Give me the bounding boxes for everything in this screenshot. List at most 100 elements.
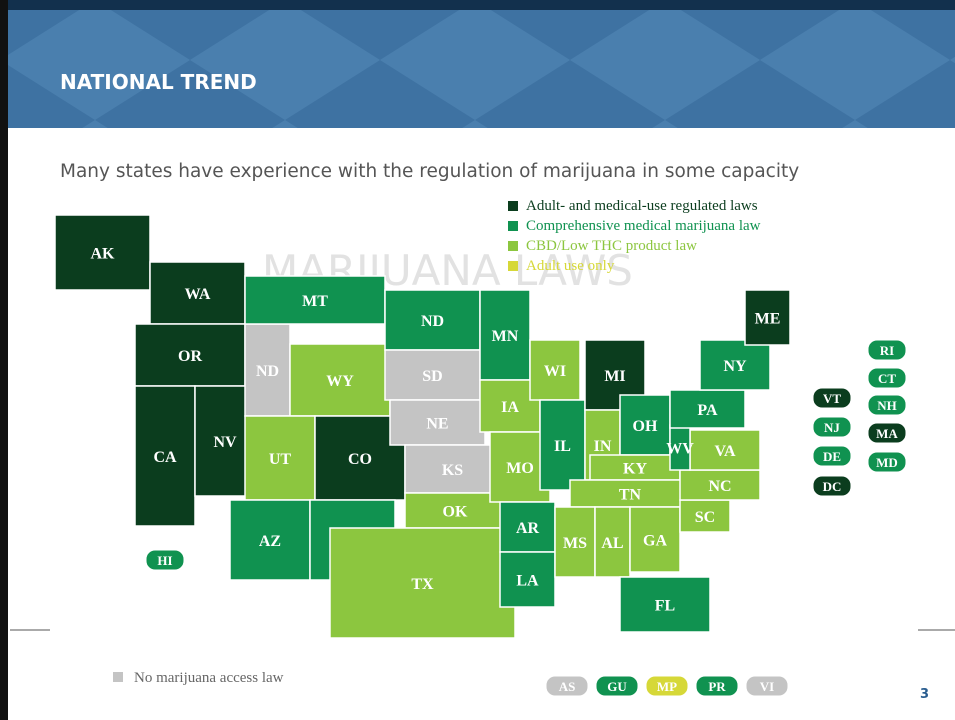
header-title: NATIONAL TREND [60, 70, 257, 94]
legend-swatch [508, 221, 518, 231]
state-label: NY [723, 358, 747, 375]
state [229, 499, 311, 581]
left-edge [0, 0, 8, 720]
state-label: LA [516, 573, 539, 590]
territory-pill-label: AS [559, 679, 576, 694]
top-band [0, 0, 955, 10]
state-label: AZ [259, 533, 281, 550]
legend-label: CBD/Low THC product law [526, 238, 697, 254]
state-label: WA [185, 286, 211, 303]
state [629, 506, 681, 573]
state-label: OR [178, 348, 202, 365]
state [479, 289, 531, 381]
state-label: ME [755, 311, 781, 328]
state-label: NV [213, 434, 237, 451]
state-label: IL [554, 438, 571, 455]
state-label: FL [655, 598, 675, 615]
header-band [8, 10, 955, 128]
state [569, 479, 691, 508]
state-label: AR [516, 520, 540, 537]
state [134, 323, 246, 387]
state-label: KY [623, 461, 647, 478]
state-label: ND [256, 363, 279, 380]
state-pill [812, 416, 852, 438]
legend-swatch [508, 201, 518, 211]
state-label: MT [302, 293, 328, 310]
state-label: MN [492, 328, 519, 345]
state [744, 289, 791, 346]
state-label: WI [544, 363, 566, 380]
no-access-label: No marijuana access law [134, 670, 284, 686]
state-pill [145, 549, 185, 571]
state-label: OH [633, 418, 658, 435]
state [54, 214, 151, 291]
page-number: 3 [920, 687, 929, 702]
state-label: UT [269, 451, 292, 468]
state-pill [867, 394, 907, 416]
state-label: TX [411, 576, 434, 593]
state-pill-label: VT [823, 391, 841, 406]
legend-label: Adult use only [526, 258, 615, 274]
state [499, 551, 556, 608]
state [619, 576, 711, 633]
state-pill [867, 422, 907, 444]
state-label: MS [563, 535, 587, 552]
state [289, 343, 391, 417]
state-label: SC [695, 509, 715, 526]
state-label: IN [594, 438, 612, 455]
state-pill-label: NJ [824, 420, 840, 435]
state [699, 339, 771, 391]
territory-pill [545, 675, 589, 697]
state-pill [867, 339, 907, 361]
state [384, 289, 481, 351]
state [689, 429, 761, 471]
state-label: PA [697, 402, 718, 419]
state-pill-label: DC [823, 479, 842, 494]
legend-label: Adult- and medical-use regulated laws [526, 198, 758, 214]
state-label: AL [601, 535, 623, 552]
state-label: SD [422, 368, 442, 385]
state-label: NE [426, 416, 448, 433]
state-pill-label: NH [877, 398, 897, 413]
state-label: KS [442, 462, 463, 479]
territory-pill [595, 675, 639, 697]
territory-pill-label: GU [607, 679, 627, 694]
no-access-swatch [113, 672, 123, 682]
state-label: AK [91, 246, 116, 263]
state-label: NC [708, 478, 731, 495]
state-label: IA [501, 399, 519, 416]
state-label: OK [443, 504, 468, 521]
state-label: ND [421, 313, 444, 330]
subtitle: Many states have experience with the reg… [60, 161, 799, 182]
territory-pill-label: PR [708, 679, 726, 694]
state [669, 389, 746, 429]
state-pill-label: RI [880, 343, 894, 358]
state-pill-label: HI [157, 553, 172, 568]
state-label: MO [506, 460, 534, 477]
state-pill-label: MD [876, 455, 898, 470]
state [404, 492, 506, 529]
state [679, 499, 731, 533]
state [384, 349, 481, 401]
legend-swatch [508, 261, 518, 271]
state-pill [812, 387, 852, 409]
state-label: TN [619, 487, 642, 504]
state-label: CO [348, 451, 372, 468]
state-pill-label: DE [823, 449, 841, 464]
state [329, 527, 516, 639]
territory-pill [645, 675, 689, 697]
state-pill-label: MA [876, 426, 898, 441]
state-label: GA [643, 533, 667, 550]
state [244, 275, 386, 325]
map: Adult- and medical-use regulated laws Com… [54, 198, 907, 697]
state-pill [867, 367, 907, 389]
territory-pill [695, 675, 739, 697]
territory-pill-label: VI [760, 679, 774, 694]
state-label: VA [714, 443, 735, 460]
state-pill [867, 451, 907, 473]
legend-label: Comprehensive medical marijuana law [526, 218, 761, 234]
state-pill [812, 445, 852, 467]
state [679, 469, 761, 501]
state-label: MI [604, 368, 625, 385]
